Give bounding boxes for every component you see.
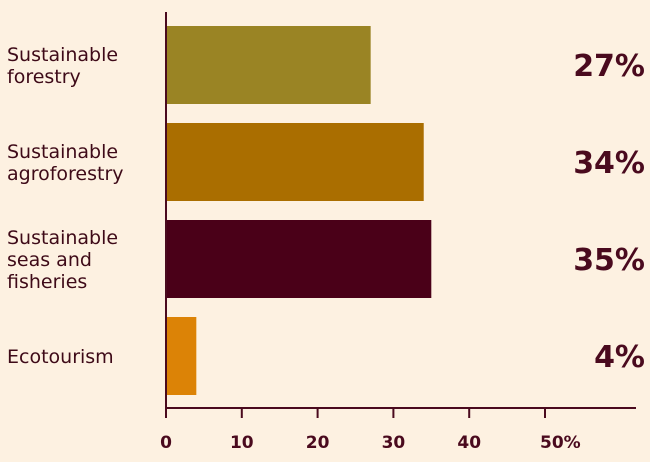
bar-2 (166, 220, 432, 298)
value-labels: 27% 34% 35% 4% (573, 49, 645, 375)
value-label-2: 35% (573, 243, 645, 278)
category-label-0: Sustainable forestry (7, 44, 118, 88)
x-tick-label-0: 0 (160, 433, 172, 453)
x-ticks: 0 10 20 30 40 50% (160, 408, 581, 453)
x-tick-label-4: 40 (457, 433, 481, 453)
category-label-2: Sustainable seas and fisheries (7, 227, 118, 293)
x-tick-label-1: 10 (230, 433, 254, 453)
bar-1 (166, 123, 424, 201)
axes-group (165, 12, 636, 409)
category-label-3: Ecotourism (7, 346, 114, 368)
bar-3 (166, 317, 197, 395)
x-tick-label-2: 20 (306, 433, 330, 453)
x-tick-label-5: 50% (540, 433, 581, 453)
value-label-1: 34% (573, 146, 645, 181)
value-label-3: 4% (594, 340, 645, 375)
category-label-1: Sustainable agroforestry (7, 141, 124, 185)
bars-group (166, 26, 432, 395)
category-labels: Sustainable forestry Sustainable agroforest… (7, 44, 124, 368)
bar-0 (166, 26, 371, 104)
value-label-0: 27% (573, 49, 645, 84)
x-tick-label-3: 30 (382, 433, 406, 453)
